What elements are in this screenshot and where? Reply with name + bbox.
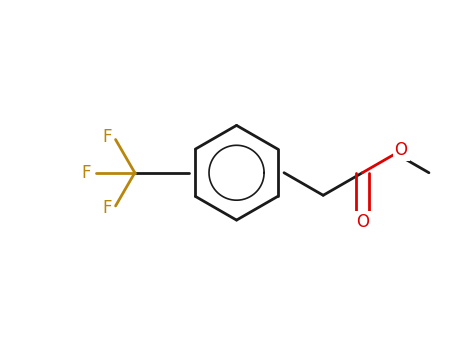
Text: F: F: [103, 128, 112, 146]
Text: O: O: [394, 141, 408, 159]
Text: F: F: [103, 199, 112, 217]
Text: O: O: [356, 214, 369, 231]
Text: F: F: [81, 164, 91, 182]
